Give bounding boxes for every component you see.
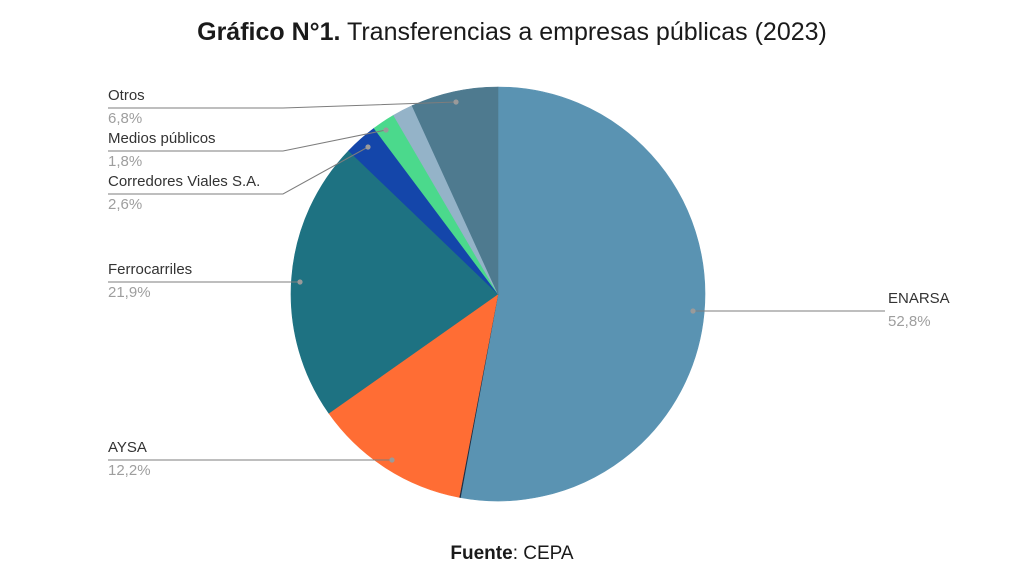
pie-slices <box>290 86 706 502</box>
leader-dot-medios-p-blicos <box>383 127 389 133</box>
pie-slice-enarsa <box>460 86 706 502</box>
source-text: : CEPA <box>512 543 574 564</box>
source-label: Fuente <box>450 543 513 564</box>
leader-dot-aysa <box>389 457 395 463</box>
pie-slice-ferrocarriles <box>290 150 499 414</box>
leader-line-corredores-viales-s-a <box>108 146 369 195</box>
slice-value-medios-p-blicos: 1,8% <box>108 153 142 170</box>
slice-value-enarsa: 52,8% <box>888 313 931 330</box>
slice-label-enarsa: ENARSA <box>888 290 950 307</box>
slice-value-aysa: 12,2% <box>108 462 151 479</box>
slice-value-otros: 6,8% <box>108 110 142 127</box>
leader-dot-ferrocarriles <box>297 279 303 285</box>
chart-title: Gráfico N°1. Transferencias a empresas p… <box>0 18 1024 47</box>
slice-value-ferrocarriles: 21,9% <box>108 284 151 301</box>
slice-label-ferrocarriles: Ferrocarriles <box>108 261 192 278</box>
slice-labels: ENARSA 52,8% AYSA 12,2% Ferrocarriles 21,9% Co… <box>108 87 950 479</box>
pie-slice-otros <box>411 86 499 295</box>
slice-label-aysa: AYSA <box>108 439 147 456</box>
leader-dot-corredores-viales-s-a <box>365 144 371 150</box>
leader-line-medios-p-blicos <box>108 129 387 152</box>
leader-line-otros <box>108 101 457 109</box>
slice-label-corredores-viales-s-a: Corredores Viales S.A. <box>108 173 260 190</box>
leader-dot-enarsa <box>690 308 696 314</box>
chart-title-prefix: Gráfico N°1. <box>197 18 341 46</box>
slice-label-medios-p-blicos: Medios públicos <box>108 130 216 147</box>
chart-title-text: Transferencias a empresas públicas (2023… <box>347 18 827 46</box>
slice-value-corredores-viales-s-a: 2,6% <box>108 196 142 213</box>
source-note: Fuente: CEPA <box>0 543 1024 565</box>
leader-dot-otros <box>453 99 459 105</box>
slice-label-otros: Otros <box>108 87 145 104</box>
pie-slice-aysa <box>328 293 499 498</box>
